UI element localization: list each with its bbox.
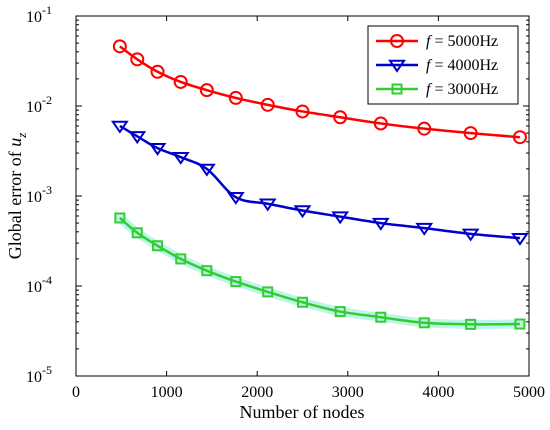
data-point xyxy=(415,222,434,236)
x-tick-label: 4000 xyxy=(422,384,454,401)
legend-marker xyxy=(390,34,404,48)
data-point xyxy=(150,64,165,79)
data-point xyxy=(461,228,480,242)
legend-entry: f = 4000Hz xyxy=(376,57,498,74)
data-point xyxy=(114,212,126,224)
y-tick-label-base: 10 xyxy=(26,279,42,296)
legend-label-value: = 5000Hz xyxy=(430,33,498,50)
series-line xyxy=(119,124,521,240)
data-point xyxy=(418,317,430,329)
data-point xyxy=(258,198,277,212)
legend-label-value: = 4000Hz xyxy=(430,57,498,74)
axis-layer: 0 1000 2000 3000 4000 500010-510-410-310-210-… xyxy=(26,3,545,401)
data-point xyxy=(130,52,145,67)
x-tick-label: 2000 xyxy=(241,384,273,401)
data-point xyxy=(331,211,350,225)
data-point xyxy=(417,121,432,136)
data-point xyxy=(131,227,143,239)
y-tick-label: 10-4 xyxy=(26,273,52,296)
x-tick-label: 1000 xyxy=(151,384,183,401)
x-axis-title: Number of nodes xyxy=(240,402,365,422)
y-tick-label: 10-5 xyxy=(26,363,52,386)
y-tick-label-base: 10 xyxy=(26,9,42,26)
series-line xyxy=(119,45,521,139)
y-tick-label-base: 10 xyxy=(26,369,42,386)
data-point xyxy=(512,130,527,145)
data-point xyxy=(333,110,348,125)
data-point xyxy=(514,318,526,330)
data-point xyxy=(371,217,390,231)
y-axis-title: Global error of uz xyxy=(5,133,29,260)
data-point xyxy=(230,276,242,288)
data-point xyxy=(110,120,129,134)
data-point xyxy=(297,296,308,308)
data-point xyxy=(295,104,310,119)
legend-label: f = 5000Hz xyxy=(426,33,498,50)
y-tick-label: 10-3 xyxy=(26,183,52,206)
data-point xyxy=(171,151,190,165)
legend-marker xyxy=(388,59,406,73)
data-point xyxy=(262,286,274,298)
y-tick-label-base: 10 xyxy=(26,99,42,116)
data-point xyxy=(128,131,147,145)
y-tick-label: 10-1 xyxy=(26,3,52,26)
series-3 xyxy=(114,212,526,330)
data-point xyxy=(201,265,213,277)
data-point xyxy=(148,142,167,156)
data-point xyxy=(260,97,275,112)
legend-label: f = 4000Hz xyxy=(426,57,498,74)
data-point xyxy=(173,74,188,89)
y-tick-label: 10-2 xyxy=(26,93,52,116)
x-tick-label: 3000 xyxy=(332,384,364,401)
legend-label-variable: f xyxy=(426,81,433,98)
data-point xyxy=(197,163,216,177)
data-point xyxy=(226,191,245,205)
data-point xyxy=(463,126,478,141)
y-axis-title-variable: u xyxy=(5,138,25,147)
legend-label-value: = 3000Hz xyxy=(430,81,498,98)
legend-label: f = 3000Hz xyxy=(426,81,498,98)
series-layer xyxy=(110,39,529,330)
legend-entry: f = 5000Hz xyxy=(376,33,498,50)
x-tick-label: 0 xyxy=(72,384,80,401)
series-line xyxy=(119,217,520,326)
data-point xyxy=(199,83,214,98)
data-point xyxy=(375,311,387,323)
y-tick-label-exponent: -2 xyxy=(42,93,52,107)
y-tick-label-exponent: -3 xyxy=(42,183,52,197)
legend-entry: f = 3000Hz xyxy=(376,81,498,98)
data-point xyxy=(293,205,312,219)
y-axis-title-subscript: z xyxy=(14,133,29,139)
y-tick-label-exponent: -5 xyxy=(42,363,52,377)
data-point xyxy=(112,39,127,54)
legend-label-variable: f xyxy=(426,33,433,50)
y-tick-label-exponent: -1 xyxy=(42,3,52,17)
data-point xyxy=(228,90,243,105)
y-tick-label-exponent: -4 xyxy=(42,273,52,287)
legend-label-variable: f xyxy=(426,57,433,74)
y-axis-title-main: Global error of xyxy=(5,147,25,259)
x-tick-label: 5000 xyxy=(513,384,545,401)
data-point xyxy=(511,232,529,246)
data-point xyxy=(334,306,346,318)
data-point xyxy=(152,240,164,252)
data-point xyxy=(373,116,388,131)
series-2 xyxy=(110,120,529,246)
data-point xyxy=(175,253,187,265)
data-point xyxy=(465,318,477,330)
y-tick-label-base: 10 xyxy=(26,189,42,206)
series-1 xyxy=(112,39,527,145)
legend-marker xyxy=(391,83,403,95)
